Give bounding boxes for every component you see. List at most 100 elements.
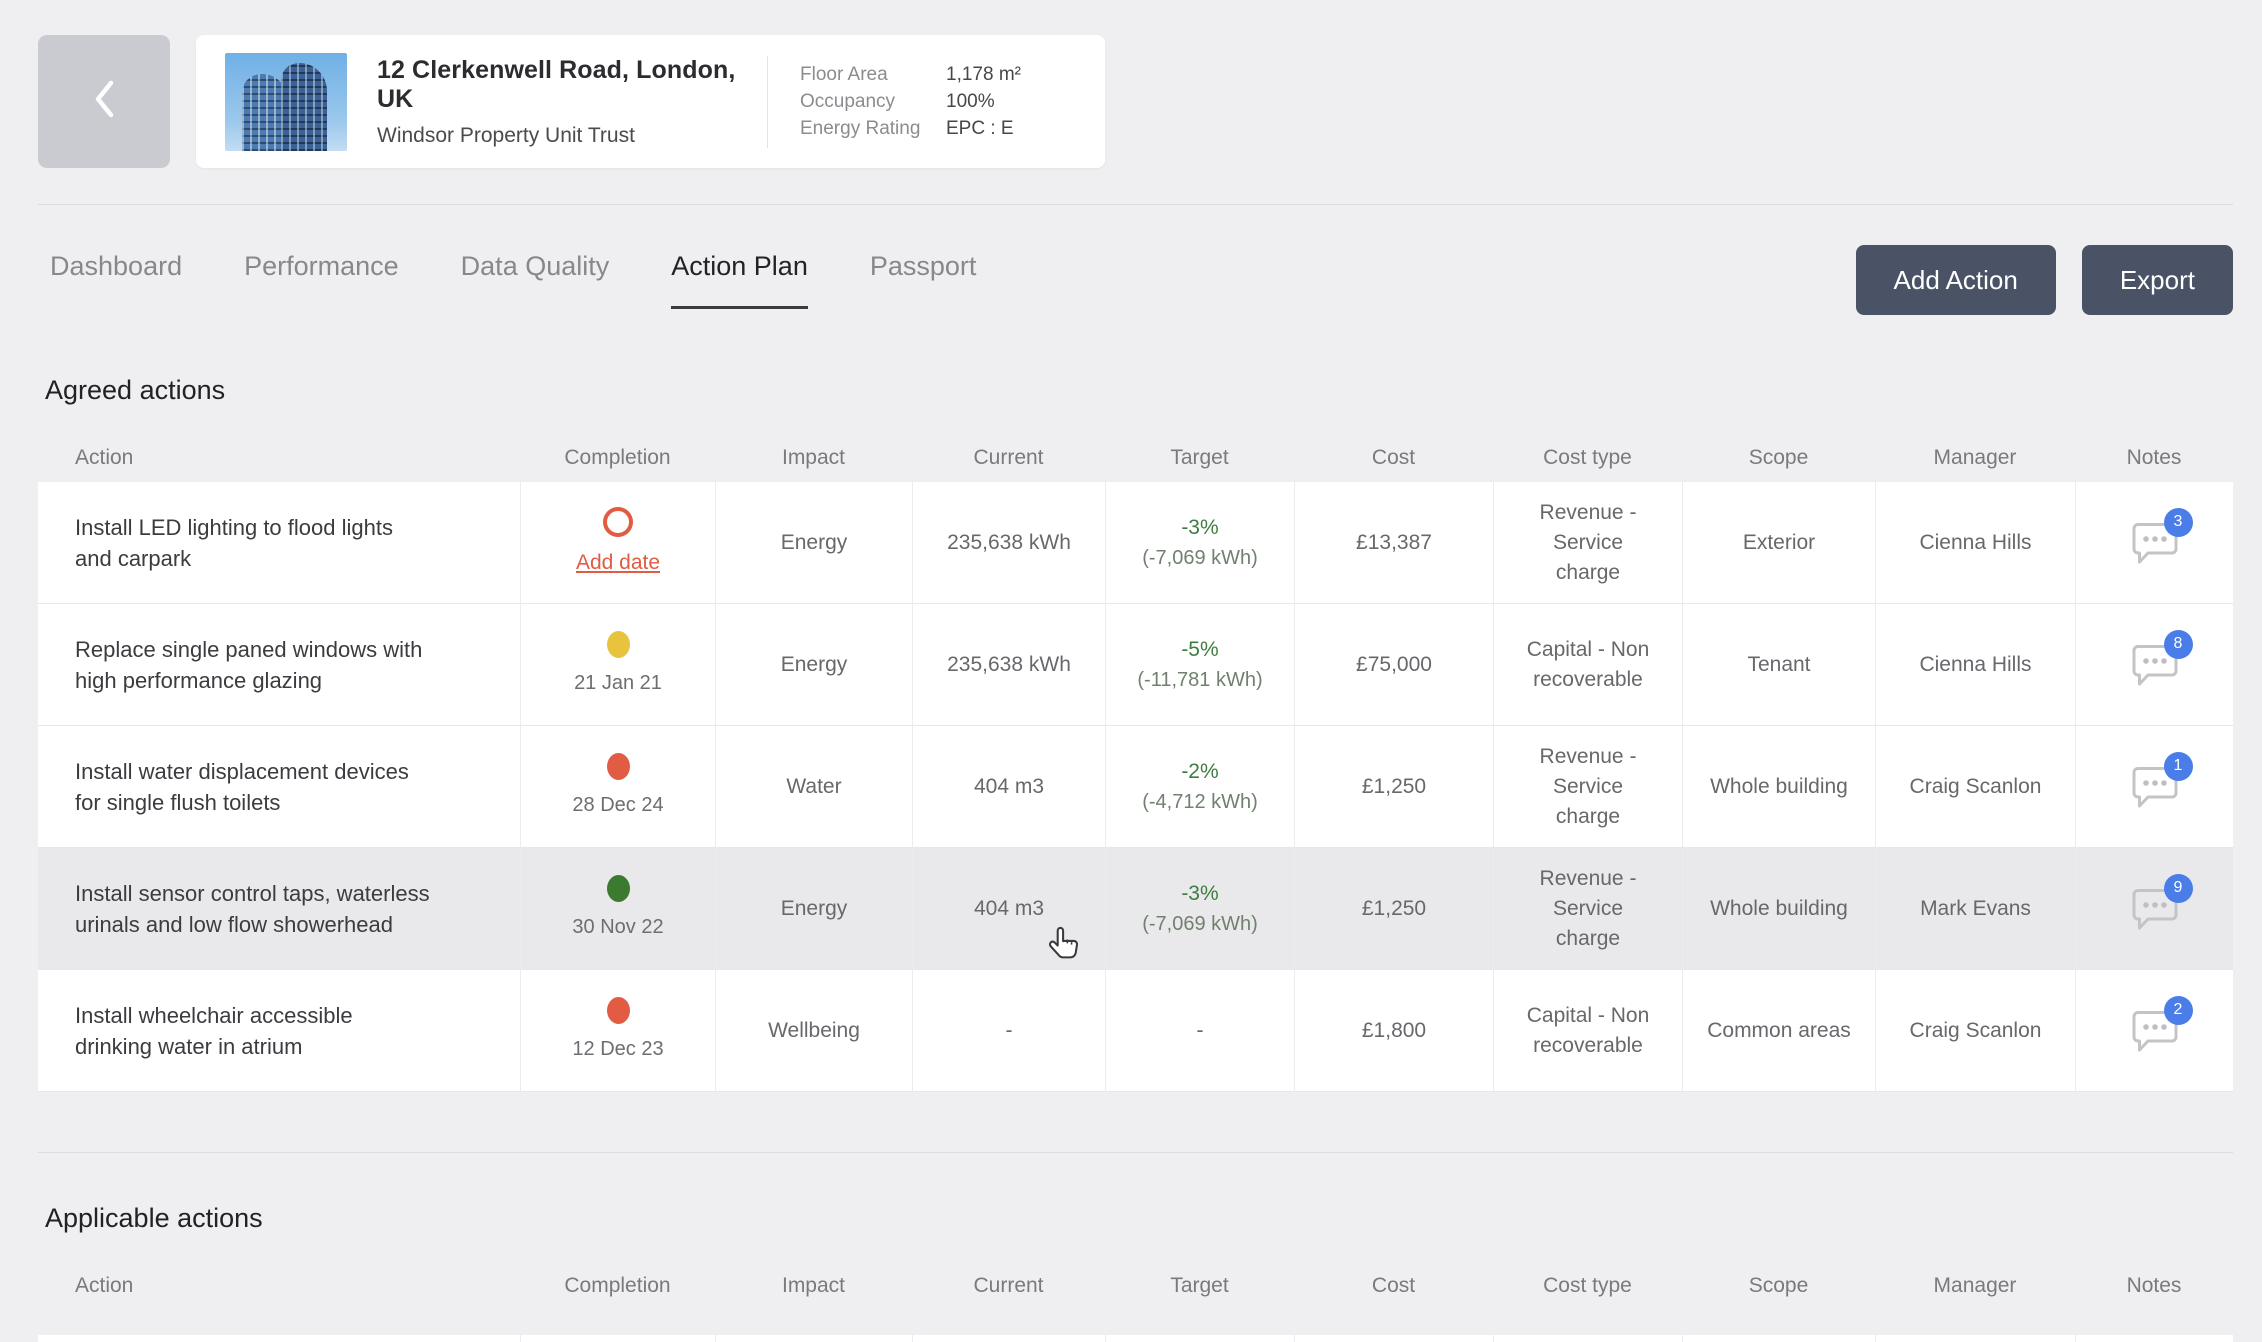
scope-cell: Exterior <box>1682 482 1875 603</box>
table-row[interactable]: Install LED lighting to flood lights and… <box>38 482 2233 604</box>
column-header-target: Target <box>1170 1274 1229 1297</box>
tab-data-quality[interactable]: Data Quality <box>460 251 610 281</box>
add-date-link[interactable]: Add date <box>575 551 661 574</box>
action-cell: Install LED lighting to flood lights and… <box>75 514 393 571</box>
notes-count-badge: 2 <box>2163 995 2193 1025</box>
manager-cell: Mark Evans <box>1875 848 2075 969</box>
agreed-actions-title: Agreed actions <box>45 375 226 405</box>
cost-type-cell: Revenue - Service charge <box>1493 482 1682 603</box>
notes-cell: 9 <box>2075 848 2233 969</box>
table-row[interactable]: Install wheelchair accessible drinking w… <box>38 970 2233 1092</box>
back-button[interactable] <box>38 35 170 168</box>
manager-cell: Craig Scanlon <box>1875 970 2075 1091</box>
notes-button[interactable]: 9 <box>2131 873 2193 931</box>
target-percent: -3% <box>1181 881 1219 905</box>
scope-cell: Tenant <box>1682 604 1875 725</box>
completion-cell: 30 Nov 22 <box>520 848 715 969</box>
scope-cell: Whole building <box>1682 848 1875 969</box>
action-cell: Install sensor control taps, waterless u… <box>75 880 430 937</box>
completion-status-dot <box>606 753 630 780</box>
property-stats: Floor Area 1,178 m² Occupancy 100% Energ… <box>800 63 1021 141</box>
target-detail: (-4,712 kWh) <box>1142 790 1258 813</box>
stat-label-occupancy: Occupancy <box>800 90 896 112</box>
completion-status-dot <box>606 997 630 1024</box>
current-cell: 235,638 kWh <box>912 604 1105 725</box>
notes-cell: 2 <box>2075 970 2233 1091</box>
cost-cell: £13,387 <box>1294 482 1493 603</box>
current-cell: 235,638 kWh <box>912 482 1105 603</box>
column-header-target: Target <box>1170 446 1229 469</box>
cost-type-cell: Capital - Non recoverable <box>1493 970 1682 1091</box>
completion-cell: Add date <box>520 482 715 603</box>
completion-cell: 28 Dec 24 <box>520 726 715 847</box>
table-row[interactable]: Install water displacement devices for s… <box>38 726 2233 848</box>
manager-cell: Cienna Hills <box>1875 482 2075 603</box>
completion-empty-status-icon <box>603 507 633 537</box>
target-percent: -3% <box>1181 515 1219 539</box>
add-action-button[interactable]: Add Action <box>1855 245 2056 315</box>
stat-value-energy-rating: EPC : E <box>946 117 1014 139</box>
impact-cell: Energy <box>715 848 912 969</box>
chevron-left-icon <box>91 78 118 125</box>
notes-count-badge: 3 <box>2163 507 2193 537</box>
completion-date: 12 Dec 23 <box>572 1038 664 1060</box>
notes-button[interactable]: 3 <box>2131 507 2193 565</box>
notes-button[interactable]: 1 <box>2131 751 2193 809</box>
target-percent: -5% <box>1181 637 1219 661</box>
notes-cell: 1 <box>2075 726 2233 847</box>
table-row-hovered[interactable]: Install sensor control taps, waterless u… <box>38 848 2233 970</box>
column-header-impact: Impact <box>781 446 846 469</box>
cost-cell: £1,250 <box>1294 848 1493 969</box>
section-divider <box>38 1152 2233 1153</box>
table-row-partial[interactable] <box>38 1335 2233 1342</box>
column-header-completion: Completion <box>564 1274 671 1297</box>
column-header-notes: Notes <box>2126 446 2182 469</box>
target-detail: (-7,069 kWh) <box>1142 912 1258 935</box>
action-cell: Install wheelchair accessible drinking w… <box>75 1002 353 1059</box>
current-cell: 404 m3 <box>912 726 1105 847</box>
column-header-notes: Notes <box>2126 1274 2182 1297</box>
impact-cell: Energy <box>715 604 912 725</box>
scope-cell: Common areas <box>1682 970 1875 1091</box>
completion-date: 21 Jan 21 <box>574 672 662 694</box>
scope-cell: Whole building <box>1682 726 1875 847</box>
tab-passport[interactable]: Passport <box>869 251 977 281</box>
table-row[interactable]: Replace single paned windows with high p… <box>38 604 2233 726</box>
impact-cell: Water <box>715 726 912 847</box>
property-address: 12 Clerkenwell Road, London, UK <box>377 55 736 113</box>
tab-performance[interactable]: Performance <box>244 251 399 281</box>
cost-cell: £1,800 <box>1294 970 1493 1091</box>
column-header-impact: Impact <box>781 1274 846 1297</box>
tab-dashboard[interactable]: Dashboard <box>50 251 183 281</box>
stat-label-energy-rating: Energy Rating <box>800 117 921 139</box>
completion-cell: 21 Jan 21 <box>520 604 715 725</box>
cost-type-cell: Capital - Non recoverable <box>1493 604 1682 725</box>
notes-count-badge: 1 <box>2163 751 2193 781</box>
tab-action-plan[interactable]: Action Plan <box>671 251 808 309</box>
target-percent: - <box>1196 1019 1204 1042</box>
page-header: 12 Clerkenwell Road, London, UK Windsor … <box>38 35 2233 168</box>
action-cell: Install water displacement devices for s… <box>75 758 409 815</box>
column-header-manager: Manager <box>1933 446 2017 469</box>
export-button[interactable]: Export <box>2081 245 2233 315</box>
column-header-action: Action <box>75 446 134 469</box>
target-cell: -3% (-7,069 kWh) <box>1105 482 1294 603</box>
property-photo <box>225 52 347 151</box>
notes-button[interactable]: 8 <box>2131 629 2193 687</box>
cost-type-cell: Revenue - Service charge <box>1493 726 1682 847</box>
completion-date: 28 Dec 24 <box>572 794 664 816</box>
stat-value-floor-area: 1,178 m² <box>946 63 1021 85</box>
notes-cell: 3 <box>2075 482 2233 603</box>
property-owner: Windsor Property Unit Trust <box>377 123 635 147</box>
header-divider <box>38 204 2233 205</box>
column-header-cost: Cost <box>1371 1274 1416 1297</box>
column-header-completion: Completion <box>564 446 671 469</box>
cost-cell: £1,250 <box>1294 726 1493 847</box>
column-header-action: Action <box>75 1274 134 1297</box>
notes-button[interactable]: 2 <box>2131 995 2193 1053</box>
action-cell: Replace single paned windows with high p… <box>75 636 423 693</box>
stat-label-floor-area: Floor Area <box>800 63 888 85</box>
manager-cell: Craig Scanlon <box>1875 726 2075 847</box>
current-cell: 404 m3 <box>912 848 1105 969</box>
completion-status-dot <box>606 631 630 658</box>
